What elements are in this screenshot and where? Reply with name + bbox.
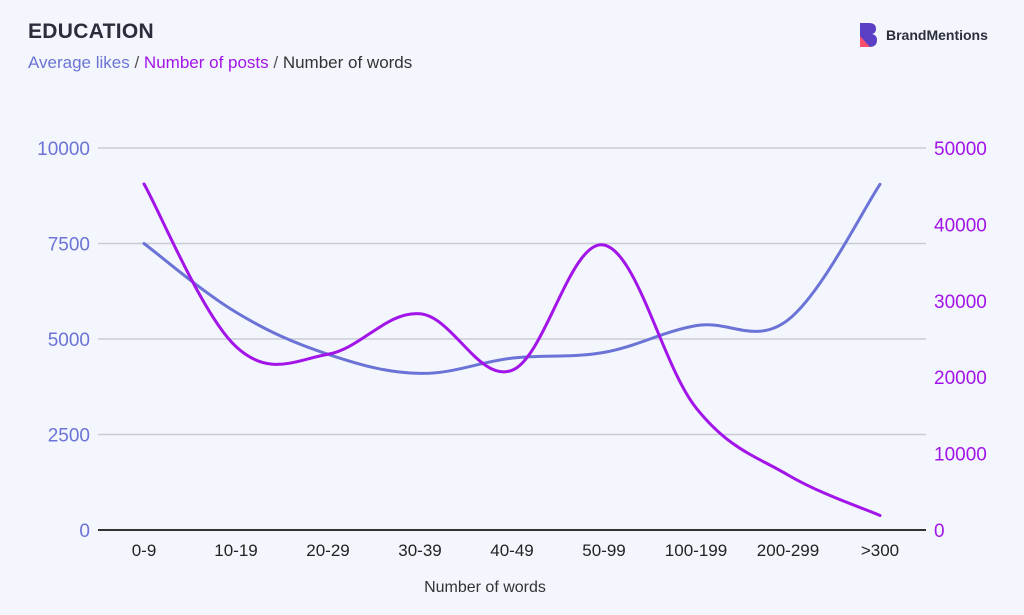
x-tick-label: 30-39	[398, 541, 441, 560]
x-tick-label: 40-49	[490, 541, 533, 560]
y-right-tick-label: 10000	[934, 445, 987, 466]
series-line-number-of-posts	[142, 182, 882, 517]
y-right-tick-label: 30000	[934, 292, 987, 313]
brand-logo: BrandMentions	[858, 22, 988, 48]
y-left-tick-label: 2500	[48, 426, 90, 447]
subtitle-separator: /	[129, 53, 144, 72]
y-right-tick-label: 40000	[934, 215, 987, 236]
subtitle-separator: /	[268, 53, 283, 72]
y-left-tick-label: 5000	[48, 330, 90, 351]
x-axis-label: Number of words	[424, 579, 546, 596]
y-left-tick-label: 10000	[37, 139, 90, 160]
chart-subtitle: Average likes / Number of posts / Number…	[28, 53, 412, 73]
x-tick-label: 100-199	[665, 541, 727, 560]
y-right-tick-label: 0	[934, 521, 945, 542]
x-tick-label: >300	[861, 541, 899, 560]
subtitle-number-of-posts: Number of posts	[143, 53, 269, 72]
x-tick-label: 50-99	[582, 541, 625, 560]
subtitle-number-of-words: Number of words	[282, 53, 413, 72]
y-right-tick-label: 20000	[934, 368, 987, 389]
y-right-tick-label: 50000	[934, 139, 987, 160]
y-left-tick-label: 0	[79, 521, 90, 542]
brandmentions-logo-icon	[860, 23, 877, 47]
x-tick-label: 200-299	[757, 541, 819, 560]
series-line-average-likes	[142, 182, 882, 375]
x-tick-label: 20-29	[306, 541, 349, 560]
y-left-tick-label: 7500	[48, 235, 90, 256]
brand-logo-text: BrandMentions	[886, 27, 988, 43]
x-tick-label: 10-19	[214, 541, 257, 560]
subtitle-average-likes: Average likes	[28, 53, 130, 72]
x-tick-label: 0-9	[132, 541, 157, 560]
chart-title: EDUCATION	[28, 20, 154, 43]
